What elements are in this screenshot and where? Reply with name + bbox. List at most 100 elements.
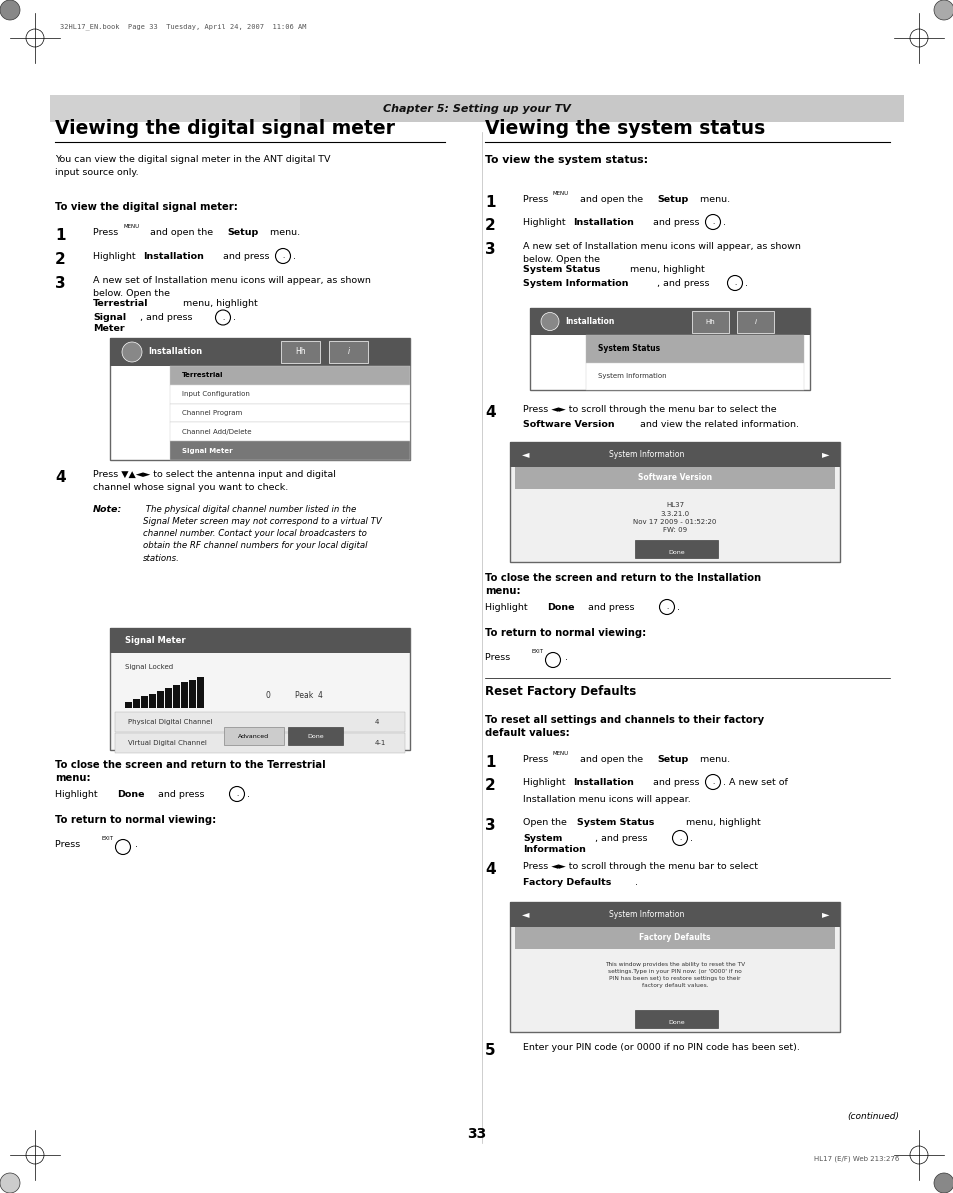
Text: Highlight: Highlight	[522, 778, 568, 787]
Text: .: .	[635, 878, 638, 888]
Text: The physical digital channel number listed in the
Signal Meter screen may not co: The physical digital channel number list…	[143, 505, 381, 563]
Bar	[635, 540, 718, 558]
Text: Factory Defaults: Factory Defaults	[522, 878, 611, 888]
Text: Signal
Meter: Signal Meter	[92, 313, 126, 333]
Text: 4: 4	[484, 404, 496, 420]
Text: MENU: MENU	[123, 224, 139, 229]
Text: . A new set of: . A new set of	[722, 778, 787, 787]
Text: 2: 2	[484, 778, 496, 793]
Text: 3: 3	[484, 818, 496, 833]
Text: menu.: menu.	[267, 228, 300, 237]
Text: Peak  4: Peak 4	[294, 691, 322, 699]
Text: 1: 1	[55, 228, 66, 243]
Text: EXIT: EXIT	[532, 649, 543, 654]
Bar	[510, 902, 840, 927]
Text: System Information: System Information	[522, 279, 628, 288]
Bar	[329, 341, 368, 363]
Text: Installation menu icons will appear.: Installation menu icons will appear.	[522, 795, 690, 804]
Text: , and press: , and press	[140, 313, 195, 322]
Text: MENU: MENU	[553, 752, 569, 756]
Text: To view the system status:: To view the system status:	[484, 155, 647, 165]
Text: To close the screen and return to the Installation
menu:: To close the screen and return to the In…	[484, 573, 760, 596]
Text: and press: and press	[649, 218, 701, 227]
Text: Input Configuration: Input Configuration	[182, 391, 250, 397]
Text: Installation: Installation	[573, 218, 633, 227]
Text: Done: Done	[668, 1020, 684, 1026]
Bar	[172, 685, 180, 707]
Text: A new set of Installation menu icons will appear, as shown
below. Open the: A new set of Installation menu icons wil…	[92, 276, 371, 298]
Text: A new set of Installation menu icons will appear, as shown
below. Open the: A new set of Installation menu icons wil…	[522, 242, 800, 264]
Text: ◄: ◄	[521, 909, 529, 920]
Text: System Information: System Information	[608, 450, 683, 459]
Bar	[510, 902, 840, 1032]
Text: .: .	[247, 790, 250, 799]
Text: Highlight: Highlight	[55, 790, 100, 799]
Text: 3: 3	[484, 242, 496, 256]
Text: and press: and press	[584, 602, 637, 612]
Circle shape	[122, 342, 142, 361]
Text: To view the digital signal meter:: To view the digital signal meter:	[55, 202, 237, 212]
Text: 3: 3	[55, 276, 66, 291]
Text: To return to normal viewing:: To return to normal viewing:	[55, 815, 216, 826]
Text: Factory Defaults: Factory Defaults	[639, 933, 710, 942]
Text: To reset all settings and channels to their factory
default values:: To reset all settings and channels to th…	[484, 715, 763, 738]
Text: To return to normal viewing:: To return to normal viewing:	[484, 628, 645, 638]
Text: ►: ►	[821, 909, 828, 920]
Text: Setup: Setup	[657, 755, 687, 764]
Text: Press ◄► to scroll through the menu bar to select: Press ◄► to scroll through the menu bar …	[522, 863, 758, 871]
Bar	[510, 441, 840, 562]
Bar	[181, 682, 188, 707]
Text: i: i	[347, 347, 349, 357]
Text: Channel Program: Channel Program	[182, 410, 242, 416]
Text: Installation: Installation	[148, 347, 202, 357]
Text: Note:: Note:	[92, 505, 122, 514]
Text: Hh: Hh	[705, 319, 715, 324]
Text: 4: 4	[484, 863, 496, 877]
Text: HL37
3.3.21.0
Nov 17 2009 - 01:52:20
FW: 09: HL37 3.3.21.0 Nov 17 2009 - 01:52:20 FW:…	[633, 502, 716, 533]
Text: Highlight: Highlight	[484, 602, 530, 612]
Text: Setup: Setup	[657, 194, 687, 204]
Text: Enter your PIN code (or 0000 if no PIN code has been set).: Enter your PIN code (or 0000 if no PIN c…	[522, 1043, 799, 1052]
Text: Terrestrial: Terrestrial	[92, 299, 149, 308]
Text: Done: Done	[307, 734, 323, 738]
Text: 2: 2	[484, 218, 496, 233]
Circle shape	[0, 1173, 20, 1193]
Text: .: .	[235, 791, 238, 797]
Circle shape	[0, 0, 20, 20]
Bar	[125, 701, 132, 707]
Text: Advanced: Advanced	[238, 734, 270, 738]
Text: Hh: Hh	[294, 347, 306, 357]
Bar	[530, 308, 809, 335]
Text: and open the: and open the	[577, 194, 645, 204]
Text: .: .	[711, 220, 714, 225]
Text: Installation: Installation	[573, 778, 633, 787]
Text: Press: Press	[522, 755, 551, 764]
Circle shape	[933, 1173, 953, 1193]
Text: Signal Meter: Signal Meter	[125, 636, 186, 645]
Text: Done: Done	[117, 790, 144, 799]
Text: System
Information: System Information	[522, 834, 585, 854]
Text: 33: 33	[467, 1127, 486, 1141]
Text: menu.: menu.	[697, 755, 729, 764]
Text: System Status: System Status	[522, 265, 599, 274]
Text: Done: Done	[668, 550, 684, 556]
Bar	[515, 466, 834, 489]
Text: .: .	[689, 834, 692, 843]
Text: 0: 0	[265, 691, 270, 699]
Bar	[132, 699, 140, 707]
Bar	[692, 310, 728, 333]
Bar	[189, 680, 195, 707]
Text: .: .	[135, 840, 138, 849]
Text: 5: 5	[484, 1043, 496, 1058]
Text: Press ▼▲◄► to select the antenna input and digital
channel whose signal you want: Press ▼▲◄► to select the antenna input a…	[92, 470, 335, 492]
Text: Highlight: Highlight	[92, 252, 138, 261]
Text: Physical Digital Channel: Physical Digital Channel	[128, 719, 213, 725]
Bar	[510, 441, 840, 466]
Circle shape	[540, 313, 558, 330]
Bar	[110, 338, 410, 366]
Text: 4-1: 4-1	[375, 740, 386, 746]
Text: .: .	[564, 653, 567, 662]
Text: 2: 2	[55, 252, 66, 267]
Bar	[170, 441, 410, 460]
Text: Signal Locked: Signal Locked	[125, 665, 172, 670]
